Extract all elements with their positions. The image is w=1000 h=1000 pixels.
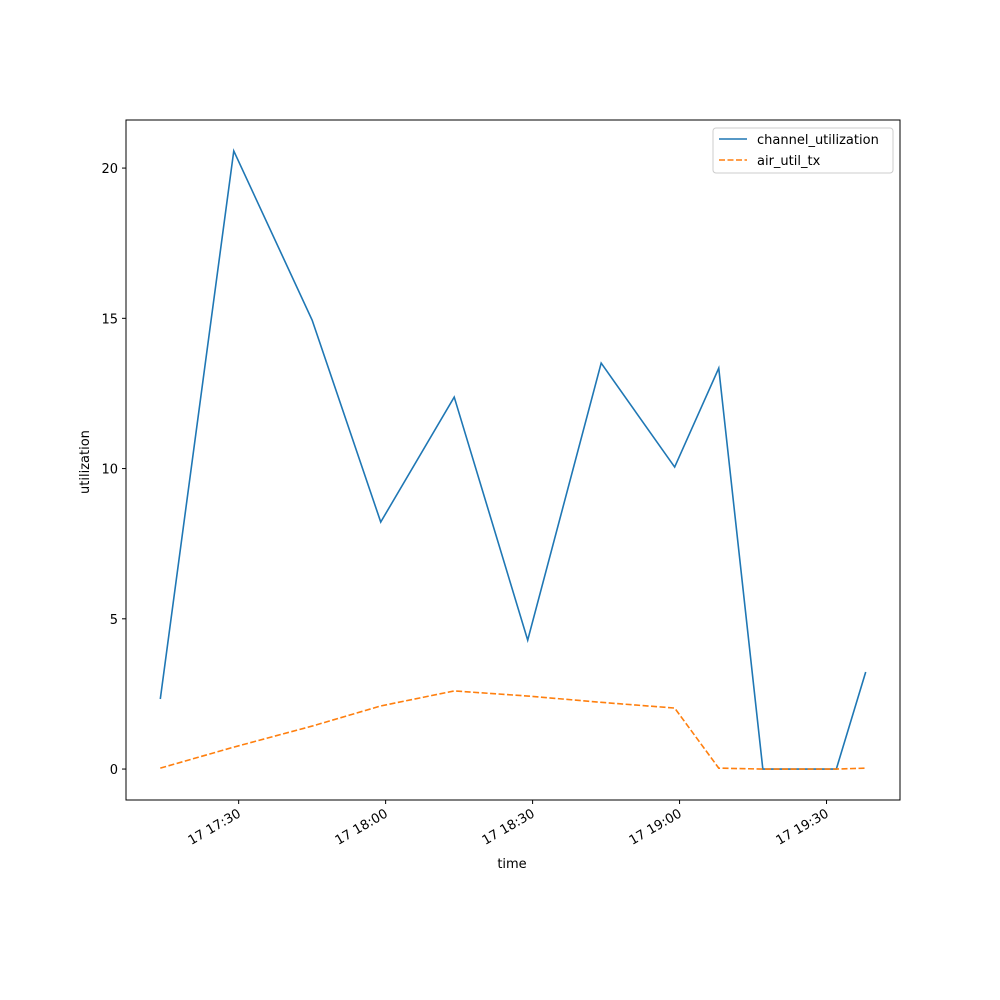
- y-tick-label: 0: [110, 763, 118, 778]
- x-axis-label: time: [497, 857, 526, 872]
- y-tick-label: 20: [101, 162, 118, 177]
- plot-frame: [125, 119, 901, 801]
- y-tick-label: 15: [101, 312, 118, 327]
- series-line: [160, 690, 866, 770]
- y-tick-label: 10: [101, 463, 118, 478]
- y-tick-label: 5: [110, 613, 118, 628]
- y-axis-label: utilization: [78, 430, 93, 494]
- legend-box: [712, 127, 894, 174]
- legend-label: air_util_tx: [757, 154, 821, 169]
- legend-label: channel_utilization: [757, 133, 879, 148]
